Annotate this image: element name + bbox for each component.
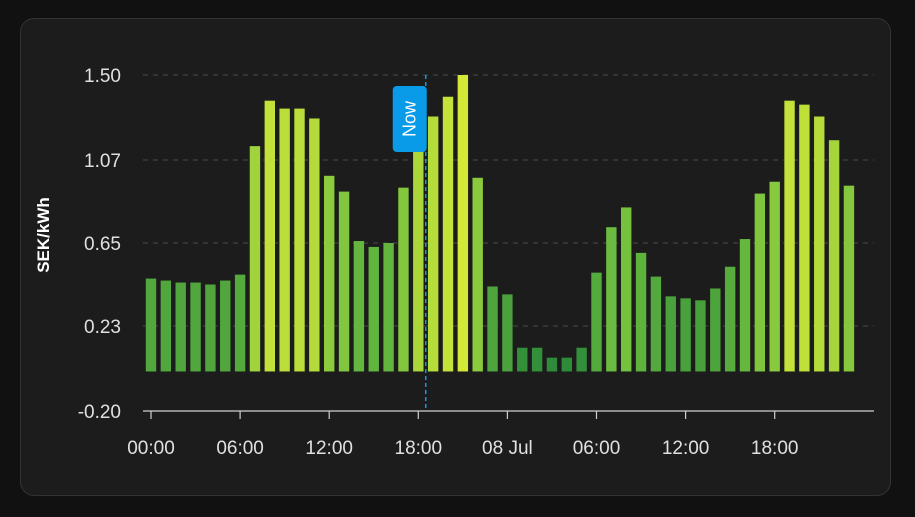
- bar: [353, 241, 365, 372]
- bar: [546, 357, 558, 372]
- bar: [606, 227, 617, 372]
- bar: [561, 357, 572, 372]
- bar: [205, 284, 216, 372]
- bar: [784, 100, 795, 372]
- bar: [769, 181, 780, 372]
- bar: [635, 252, 647, 372]
- bar: [517, 347, 528, 372]
- x-tick-label: 00:00: [127, 438, 175, 459]
- x-tick-label: 12:00: [305, 438, 353, 459]
- bar: [665, 296, 676, 372]
- x-tick-label: 12:00: [662, 438, 710, 459]
- bar: [710, 288, 721, 372]
- bar: [621, 207, 632, 372]
- bar: [828, 140, 840, 372]
- bar: [843, 185, 855, 372]
- bar: [413, 132, 424, 372]
- bar: [754, 193, 766, 372]
- bar: [427, 116, 439, 372]
- y-tick-label: 1.50: [84, 66, 121, 87]
- x-tick-label: 18:00: [395, 438, 443, 459]
- bar: [591, 272, 602, 372]
- y-tick-label: -0.20: [78, 402, 121, 423]
- bar: [814, 116, 825, 372]
- bar: [457, 75, 469, 372]
- now-marker: Now: [392, 75, 427, 411]
- bar: [338, 191, 350, 372]
- bar: [324, 175, 335, 372]
- now-badge: [392, 86, 427, 152]
- bars: [145, 75, 855, 372]
- bar: [220, 280, 231, 372]
- bar: [650, 276, 662, 372]
- bar: [502, 294, 513, 372]
- bar: [190, 282, 201, 372]
- y-axis-label: SEK/kWh: [34, 197, 53, 273]
- x-tick-label: 08 Jul: [482, 438, 533, 459]
- y-tick-label: 1.07: [84, 151, 121, 172]
- bar: [680, 298, 691, 372]
- bar: [799, 104, 810, 372]
- x-tick-label: 18:00: [751, 438, 799, 459]
- bar: [279, 108, 290, 372]
- bar: [309, 118, 320, 372]
- x-axis: 00:00 06:00 12:00 18:00 08 Jul 06:00 12:00 18:0…: [127, 410, 874, 459]
- bar: [739, 239, 751, 372]
- bar: [264, 100, 275, 372]
- y-axis: 1.50 1.07 0.65 0.23 -0.20: [78, 66, 121, 423]
- bar: [160, 280, 172, 372]
- bar: [249, 146, 261, 372]
- y-tick-label: 0.65: [84, 234, 121, 255]
- bar: [472, 177, 483, 372]
- now-label: Now: [400, 100, 420, 137]
- bar: [695, 300, 706, 372]
- bar: [234, 274, 246, 372]
- x-tick-label: 06:00: [216, 438, 264, 459]
- bar: [383, 243, 394, 372]
- bar: [398, 187, 409, 372]
- bar: [145, 278, 157, 372]
- bar: [724, 266, 736, 372]
- bar: [576, 347, 587, 372]
- bar: [531, 347, 543, 372]
- y-tick-label: 0.23: [84, 317, 121, 338]
- bar: [442, 96, 454, 372]
- x-tick-label: 06:00: [573, 438, 621, 459]
- bar: [368, 246, 379, 372]
- bar: [294, 108, 305, 372]
- bar: [175, 282, 186, 372]
- bar: [487, 286, 498, 372]
